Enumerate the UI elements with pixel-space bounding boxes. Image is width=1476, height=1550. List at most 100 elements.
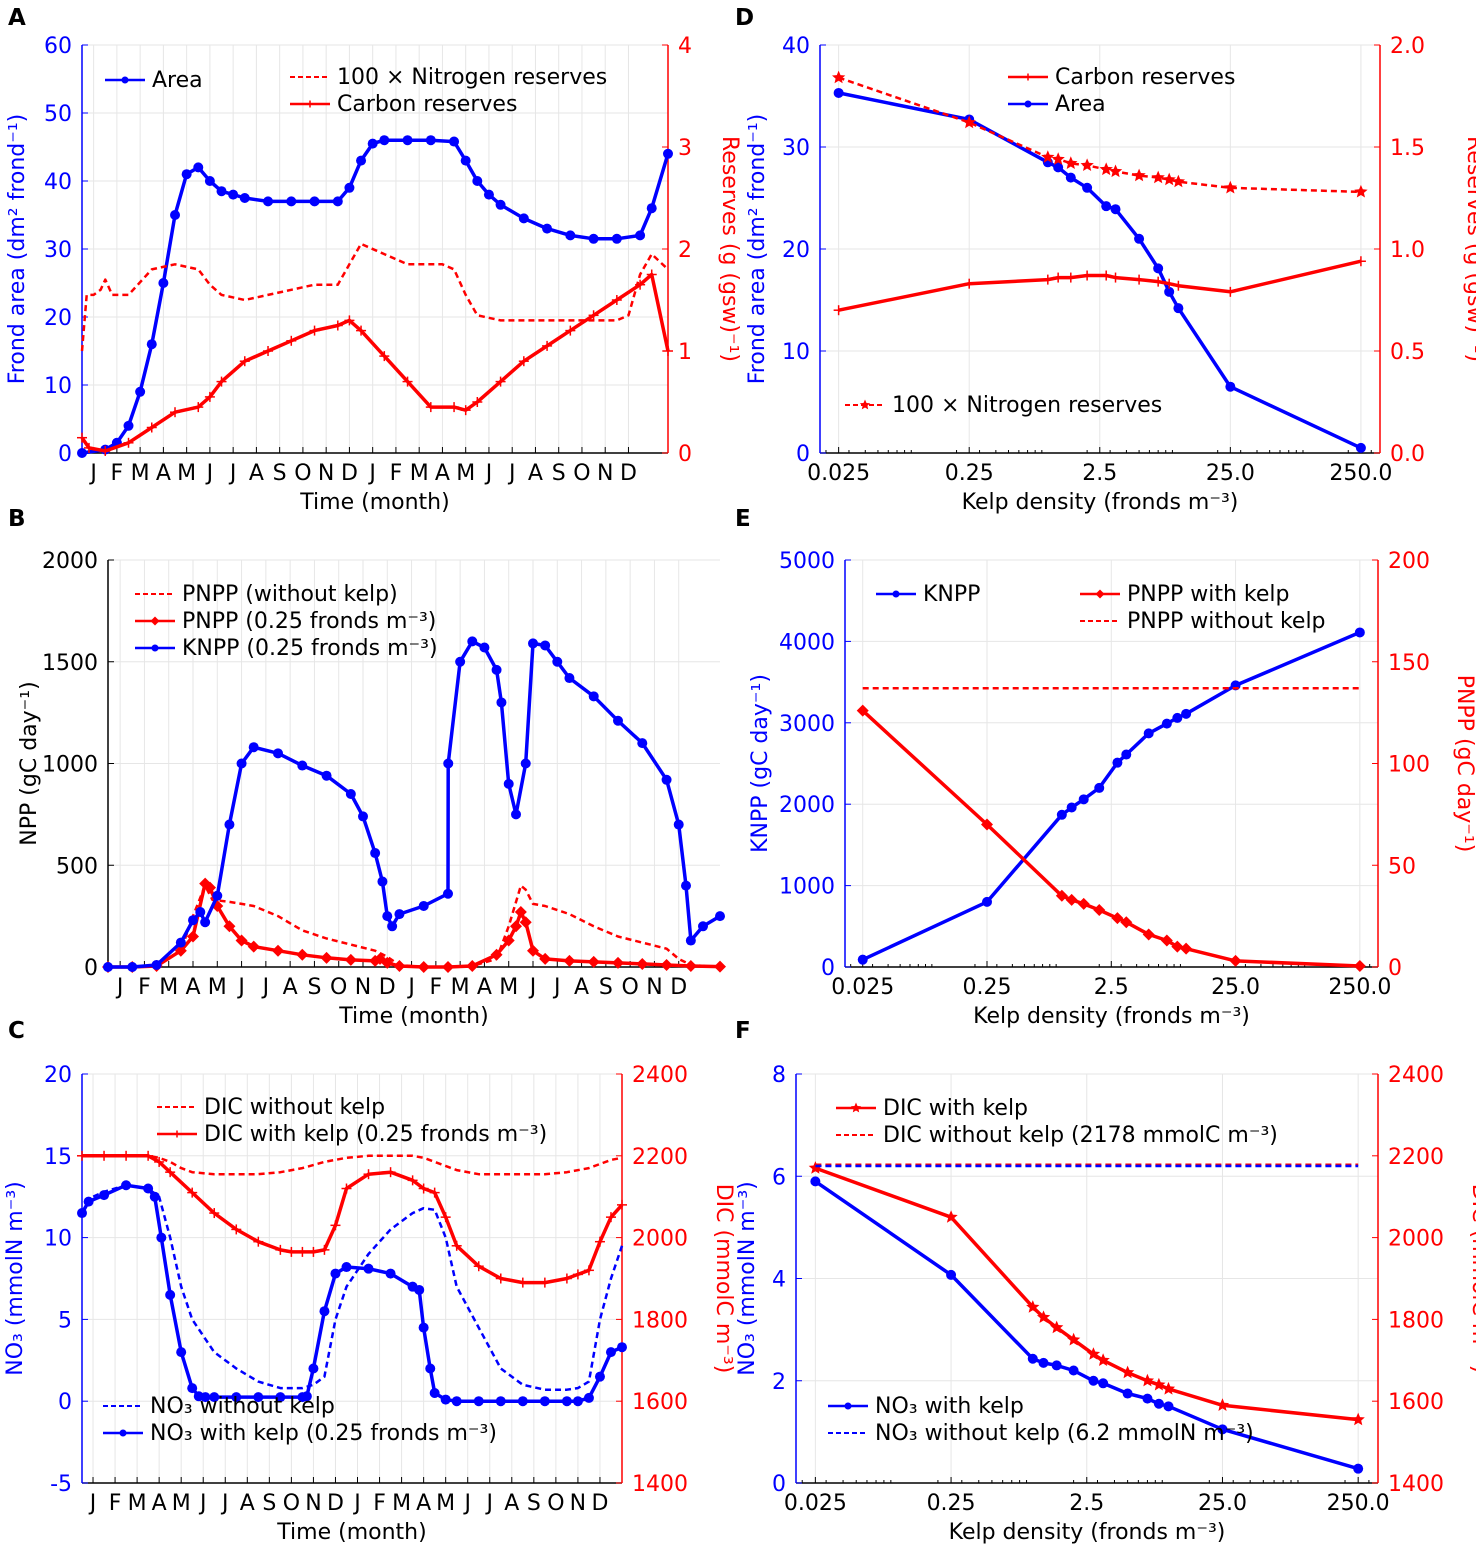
y-tick-label: 10	[44, 374, 72, 399]
data-point	[263, 346, 274, 356]
month-label: A	[477, 975, 492, 1000]
data-point	[173, 1130, 181, 1138]
y-tick-label: 0	[58, 442, 72, 467]
data-point	[552, 656, 563, 667]
legend-label: Area	[1055, 92, 1106, 117]
data-point	[156, 1232, 167, 1243]
month-label: A	[240, 1491, 255, 1516]
month-label: A	[504, 1491, 519, 1516]
data-point	[1223, 180, 1237, 194]
y2-tick-label: 200	[1388, 549, 1430, 574]
data-point	[564, 673, 575, 684]
data-point	[309, 196, 320, 207]
y2-axis-label: Reserves (g (gsw)⁻¹)	[717, 136, 742, 362]
panel-letter: A	[8, 5, 26, 31]
data-point	[123, 420, 134, 431]
data-point	[379, 135, 390, 146]
data-point	[472, 397, 483, 407]
month-label: M	[410, 461, 429, 486]
data-point	[1051, 152, 1065, 165]
series-markers-2	[810, 1176, 1364, 1474]
month-label: A	[152, 1491, 167, 1516]
data-point	[542, 223, 553, 234]
month-label: A	[185, 975, 200, 1000]
y2-ticks: 1400 1600 1800 2000 2200 2400	[1372, 1063, 1444, 1497]
legend-label: DIC without kelp (2178 mmolC m⁻³)	[883, 1123, 1278, 1148]
data-point	[588, 691, 599, 702]
data-point	[170, 407, 181, 418]
y-ticks: 0 2 4 6 8	[772, 1063, 802, 1497]
data-point	[158, 278, 169, 288]
data-point	[517, 1396, 528, 1407]
month-label: O	[573, 461, 590, 486]
legend-label: PNPP (0.25 fronds m⁻³)	[182, 609, 436, 634]
month-label: D	[670, 975, 687, 1000]
data-point	[1111, 912, 1124, 925]
data-point	[565, 325, 576, 336]
data-point	[356, 325, 367, 336]
series-markers-3	[77, 1180, 627, 1407]
y2-tick-label: 1400	[1388, 1472, 1444, 1497]
data-point	[1171, 940, 1184, 953]
x-ticks: 0.025 0.25 2.5 25.0 250.0	[807, 447, 1392, 486]
data-point	[1086, 1347, 1101, 1360]
grid	[108, 559, 720, 968]
data-point	[1027, 1353, 1038, 1364]
y-tick-label: 500	[56, 854, 98, 879]
month-label: J	[88, 461, 97, 486]
panel-letter: E	[735, 506, 751, 532]
y-tick-label: 0	[821, 956, 835, 981]
month-label: O	[330, 975, 347, 1000]
x-tick-label: 2.5	[1082, 461, 1117, 486]
data-point	[856, 704, 869, 717]
data-point	[358, 811, 368, 822]
data-point	[495, 376, 506, 387]
month-label: J	[484, 461, 493, 486]
month-label: D	[341, 461, 358, 486]
data-point	[1042, 274, 1053, 285]
data-point	[495, 199, 506, 210]
month-label: M	[499, 975, 518, 1000]
series-markers-2	[833, 256, 1366, 316]
plot-area	[77, 1150, 627, 1407]
y-tick-label: 30	[782, 136, 810, 161]
y-tick-label: 0	[796, 442, 810, 467]
y-ticks: 0 10 20 30 40 50 60	[44, 34, 88, 467]
y-axis-label: Frond area (dm² frond⁻¹)	[5, 114, 30, 385]
data-point	[518, 213, 529, 224]
x-tick-label: 0.025	[784, 1491, 847, 1516]
data-point	[275, 1392, 286, 1403]
data-point	[1134, 233, 1145, 244]
data-point	[344, 182, 355, 193]
y-tick-label: 4000	[779, 630, 835, 655]
month-label: F	[111, 461, 124, 486]
series-line-3	[80, 1183, 623, 1403]
data-point	[496, 697, 507, 708]
data-point	[188, 915, 198, 926]
data-point	[467, 636, 478, 647]
data-point	[611, 295, 622, 305]
data-point	[663, 148, 673, 159]
data-point	[143, 1183, 154, 1194]
series-line-2	[80, 1183, 624, 1391]
panel-f: F 0.025 0.25 2.5 25.0 250.0 Kelp density (fron…	[735, 1018, 1476, 1545]
y2-tick-label: 2200	[1388, 1145, 1444, 1170]
data-point	[1172, 712, 1183, 723]
y2-tick-label: 2400	[632, 1063, 688, 1088]
data-point	[520, 758, 531, 769]
data-point	[1161, 1381, 1176, 1395]
data-point	[1164, 286, 1175, 297]
data-point	[981, 818, 994, 831]
y-tick-label: 3000	[779, 712, 835, 737]
data-point	[684, 959, 697, 972]
month-label: J	[462, 1491, 471, 1516]
data-point	[154, 1156, 165, 1167]
data-point	[539, 1277, 550, 1288]
month-label: F	[109, 1491, 122, 1516]
data-point	[460, 155, 471, 166]
legend-label: Area	[152, 68, 203, 93]
month-label: S	[307, 975, 321, 1000]
